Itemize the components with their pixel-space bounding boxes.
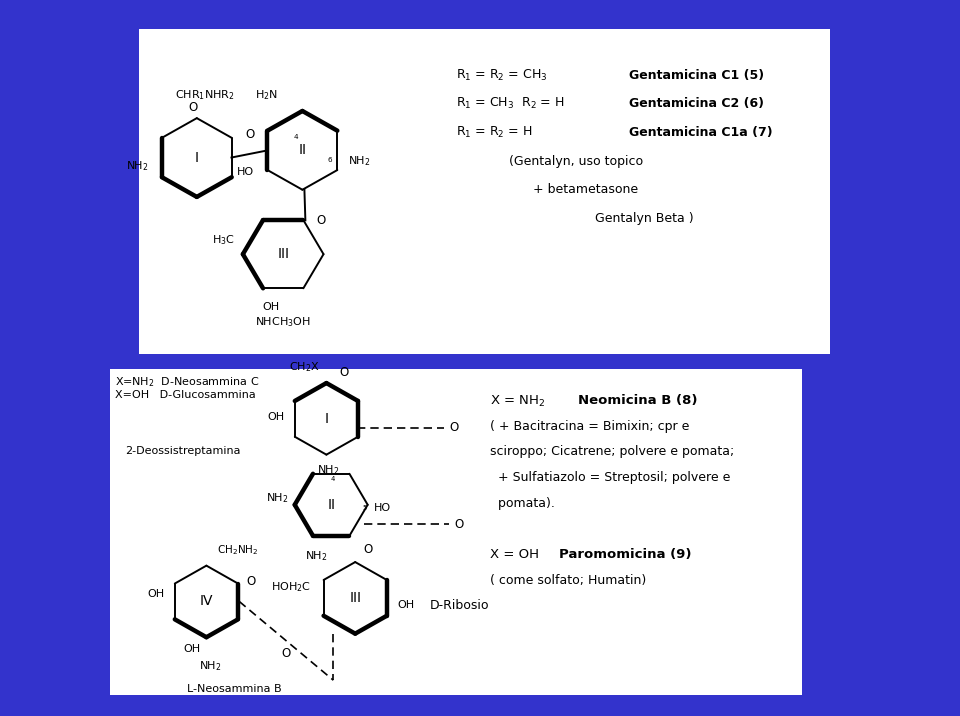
Text: NH$_2$: NH$_2$ [348, 154, 371, 168]
Text: NH$_2$: NH$_2$ [267, 490, 289, 505]
Text: Gentamicina C2 (6): Gentamicina C2 (6) [629, 97, 764, 110]
FancyBboxPatch shape [110, 369, 802, 695]
Text: OH: OH [397, 600, 415, 610]
Text: O: O [247, 575, 255, 589]
Text: + Sulfatiazolo = Streptosil; polvere e: + Sulfatiazolo = Streptosil; polvere e [490, 471, 730, 484]
Text: R$_1$ = R$_2$ = CH$_3$: R$_1$ = R$_2$ = CH$_3$ [456, 67, 547, 83]
Text: O: O [449, 421, 459, 435]
Text: O: O [281, 647, 291, 659]
Text: 2-Deossistreptamina: 2-Deossistreptamina [125, 446, 240, 456]
Text: pomata).: pomata). [490, 497, 555, 510]
Polygon shape [175, 566, 238, 637]
Text: III: III [349, 591, 361, 605]
Text: Gentamicina C1a (7): Gentamicina C1a (7) [629, 126, 773, 139]
Text: HO: HO [237, 167, 254, 177]
Text: HOH$_2$C: HOH$_2$C [271, 580, 311, 594]
Text: NH$_2$: NH$_2$ [305, 549, 328, 563]
Text: H$_3$C: H$_3$C [212, 233, 235, 247]
Text: H$_2$N: H$_2$N [254, 89, 277, 102]
Text: O: O [245, 128, 254, 141]
Text: O: O [454, 518, 464, 531]
Text: HO: HO [373, 503, 391, 513]
Polygon shape [268, 111, 337, 190]
Text: NH$_2$: NH$_2$ [317, 463, 340, 477]
Polygon shape [243, 220, 324, 289]
Text: D-Ribosio: D-Ribosio [430, 599, 490, 611]
Text: OH: OH [267, 412, 284, 422]
Text: X=OH   D-Glucosammina: X=OH D-Glucosammina [115, 390, 256, 400]
Text: X=NH$_2$  D-Neosammina C: X=NH$_2$ D-Neosammina C [115, 374, 259, 389]
Text: Gentamicina C1 (5): Gentamicina C1 (5) [629, 69, 764, 82]
Text: ( + Bacitracina = Bimixin; cpr e: ( + Bacitracina = Bimixin; cpr e [490, 420, 689, 432]
Text: OH: OH [183, 644, 201, 654]
Text: NH$_2$: NH$_2$ [199, 659, 222, 672]
Text: O: O [339, 367, 348, 379]
Text: CH$_2$X: CH$_2$X [289, 360, 320, 374]
Text: X = NH$_2$: X = NH$_2$ [490, 394, 546, 409]
Text: X = OH: X = OH [490, 548, 542, 561]
Text: O: O [316, 214, 325, 227]
Text: I: I [195, 150, 199, 165]
Text: O: O [188, 101, 198, 114]
Text: $^6$: $^6$ [326, 158, 333, 167]
Text: R$_1$ = CH$_3$  R$_2$ = H: R$_1$ = CH$_3$ R$_2$ = H [456, 96, 564, 112]
Polygon shape [162, 118, 231, 197]
Text: NHCH$_3$OH: NHCH$_3$OH [255, 315, 311, 329]
Text: Neomicina B (8): Neomicina B (8) [578, 394, 697, 407]
Text: O: O [363, 543, 372, 556]
Text: OH: OH [147, 589, 164, 599]
Text: (Gentalyn, uso topico: (Gentalyn, uso topico [509, 155, 643, 168]
Text: II: II [327, 498, 335, 512]
Text: L-Neosammina B: L-Neosammina B [187, 684, 282, 694]
Text: sciroppo; Cicatrene; polvere e pomata;: sciroppo; Cicatrene; polvere e pomata; [490, 445, 733, 458]
Text: NH$_2$: NH$_2$ [127, 159, 149, 173]
Text: II: II [299, 143, 306, 158]
Text: CH$_2$NH$_2$: CH$_2$NH$_2$ [217, 543, 258, 557]
Text: ( come solfato; Humatin): ( come solfato; Humatin) [490, 574, 646, 587]
Polygon shape [295, 474, 368, 536]
Text: $^4$: $^4$ [293, 135, 300, 145]
Text: $^4$: $^4$ [330, 477, 336, 486]
FancyBboxPatch shape [139, 29, 830, 354]
Text: IV: IV [200, 594, 213, 609]
Text: Paromomicina (9): Paromomicina (9) [559, 548, 691, 561]
Text: + betametasone: + betametasone [533, 183, 638, 196]
Polygon shape [324, 562, 387, 634]
Text: III: III [277, 247, 289, 261]
Text: R$_1$ = R$_2$ = H: R$_1$ = R$_2$ = H [456, 125, 533, 140]
Text: OH: OH [262, 302, 279, 312]
Text: Gentalyn Beta ): Gentalyn Beta ) [595, 212, 694, 225]
Polygon shape [295, 383, 358, 455]
Text: CHR$_1$NHR$_2$: CHR$_1$NHR$_2$ [175, 89, 234, 102]
Text: I: I [324, 412, 328, 426]
Text: $_5$: $_5$ [362, 503, 368, 513]
